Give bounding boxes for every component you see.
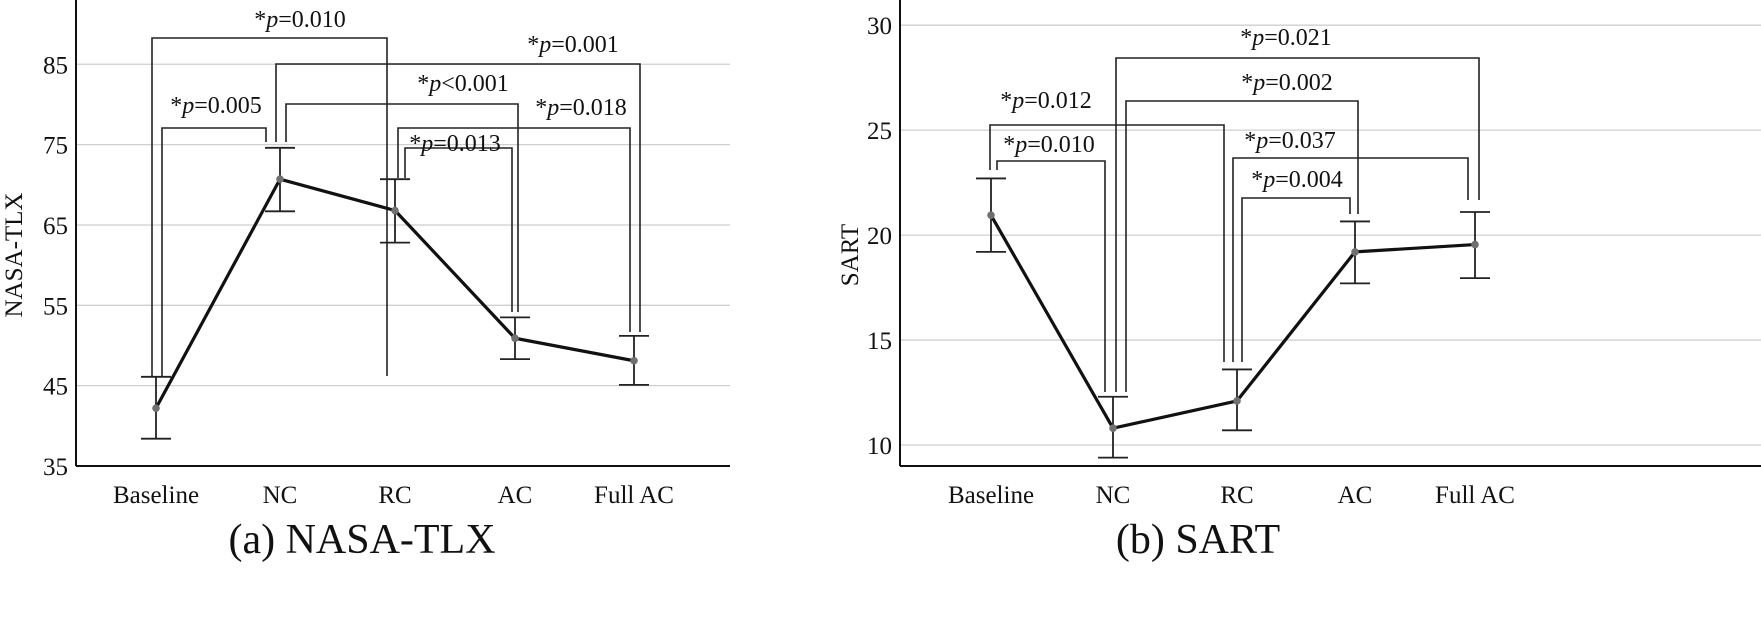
chart-caption: (b) SART <box>1116 517 1280 563</box>
p-value-label: *p=0.018 <box>535 95 627 121</box>
data-point <box>391 206 399 215</box>
data-point <box>1233 397 1241 405</box>
y-tick-label: 65 <box>43 213 68 240</box>
x-tick-label: RC <box>378 482 411 509</box>
chart-panel-1: 10 15 20 25 30 SART Baseline NC RC AC Full AC (b) S… <box>837 0 1761 563</box>
significance-bracket <box>285 103 519 312</box>
x-tick-label: Full AC <box>594 482 674 509</box>
significance-bracket <box>404 147 513 312</box>
data-point <box>630 356 638 365</box>
data-point <box>152 404 160 412</box>
x-tick-label: Full AC <box>1435 482 1515 509</box>
significance-bracket <box>1241 197 1351 362</box>
p-value-label: *p=0.021 <box>1240 25 1332 51</box>
y-tick-label: 30 <box>867 13 892 40</box>
data-point <box>1351 248 1359 256</box>
x-tick-label: NC <box>263 482 298 509</box>
data-point <box>1109 424 1117 433</box>
y-axis-label: NASA-TLX <box>1 193 28 318</box>
x-tick-label: Baseline <box>948 482 1034 509</box>
y-tick-label: 75 <box>43 133 68 160</box>
y-tick-label: 15 <box>867 328 892 355</box>
p-value-label: *p=0.012 <box>1000 88 1092 114</box>
y-tick-label: 10 <box>867 433 892 460</box>
p-value-label: *p=0.001 <box>527 32 619 58</box>
p-value-label: *p=0.013 <box>409 131 501 157</box>
p-value-label: *p=0.005 <box>170 93 262 119</box>
p-value-label: *p=0.010 <box>254 7 346 33</box>
y-axis-label: SART <box>837 224 864 286</box>
significance-bracket <box>989 124 1225 362</box>
data-point <box>987 211 995 219</box>
x-tick-label: NC <box>1096 482 1131 509</box>
significance-bracket <box>397 127 631 332</box>
data-point <box>1471 240 1479 249</box>
significance-bracket <box>996 160 1106 392</box>
significance-bracket <box>161 127 267 376</box>
y-tick-label: 35 <box>43 454 68 481</box>
x-tick-label: Baseline <box>113 482 199 509</box>
y-tick-label: 25 <box>867 118 892 145</box>
significance-bracket <box>1115 57 1480 392</box>
y-tick-label: 55 <box>43 293 68 320</box>
significance-bracket <box>151 37 388 376</box>
y-tick-label: 85 <box>43 52 68 79</box>
significance-bracket <box>275 63 641 332</box>
significance-bracket <box>1232 157 1469 362</box>
data-point <box>511 334 519 343</box>
x-tick-label: RC <box>1220 482 1253 509</box>
x-tick-label: AC <box>498 482 533 509</box>
y-tick-label: 20 <box>867 223 892 250</box>
x-tick-label: AC <box>1338 482 1373 509</box>
p-value-label: *p=0.004 <box>1251 167 1343 193</box>
p-value-label: *p=0.037 <box>1244 128 1336 154</box>
p-value-label: *p=0.010 <box>1003 132 1095 158</box>
p-value-label: *p=0.002 <box>1241 70 1333 96</box>
chart-panel-0: 35 45 55 65 75 85 NASA-TLX Baseline NC RC AC Full A… <box>1 0 730 563</box>
chart-caption: (a) NASA-TLX <box>228 517 495 563</box>
p-value-label: *p<0.001 <box>417 71 509 97</box>
data-point <box>276 175 284 183</box>
y-tick-label: 45 <box>43 374 68 401</box>
